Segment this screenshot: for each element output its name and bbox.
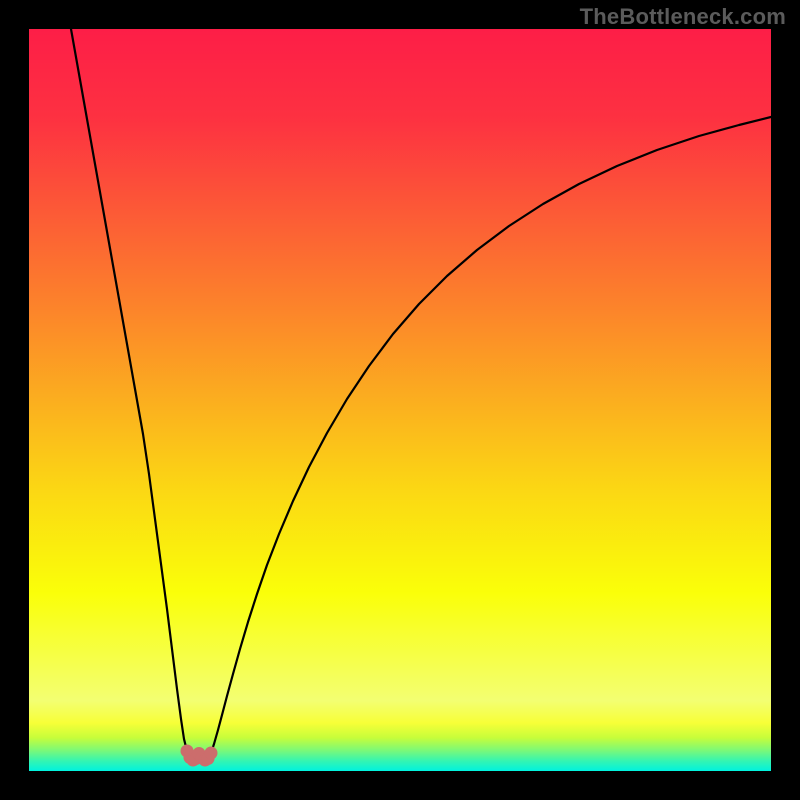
watermark-text: TheBottleneck.com — [580, 4, 786, 30]
chart-frame: TheBottleneck.com — [0, 0, 800, 800]
curve-marker — [205, 747, 218, 760]
plot-area — [29, 29, 771, 771]
plot-svg — [29, 29, 771, 771]
gradient-background — [29, 29, 771, 771]
